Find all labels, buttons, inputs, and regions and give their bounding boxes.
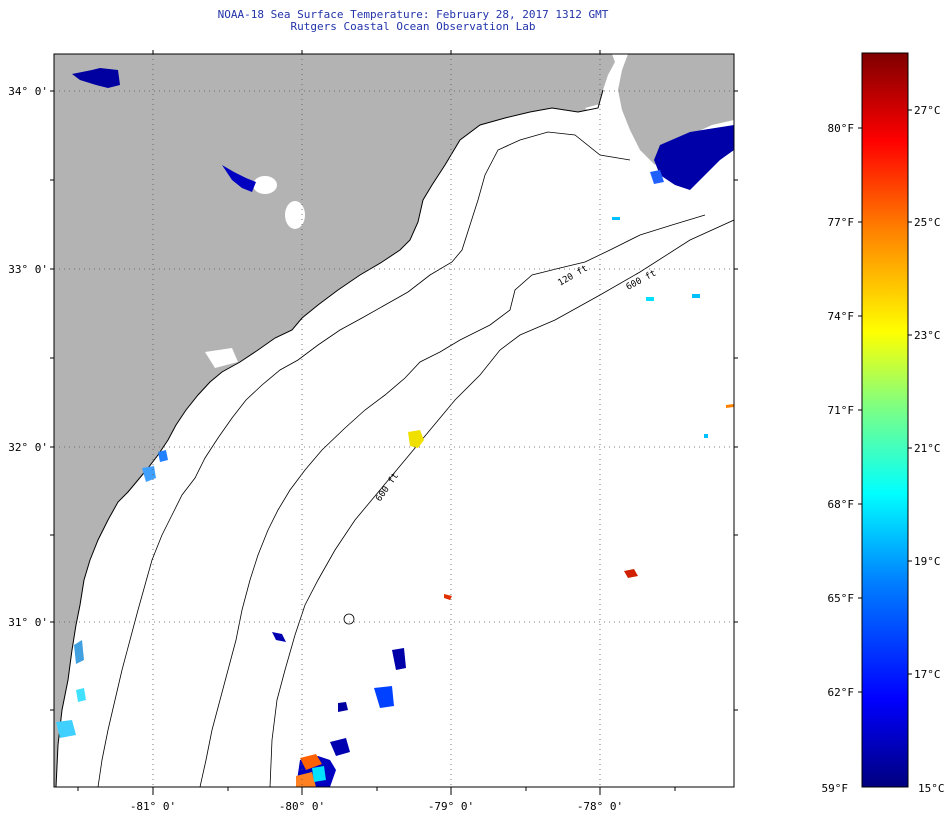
sst-observations <box>56 68 734 787</box>
colorbar-c-label: 19°C <box>914 555 941 568</box>
sst-patch <box>704 434 708 438</box>
sst-patch <box>726 404 734 408</box>
colorbar-f-label: 59°F <box>822 782 849 795</box>
colorbar-f-label: 80°F <box>828 122 855 135</box>
sst-patch <box>56 720 76 738</box>
longitude-label: -78° 0' <box>577 800 623 813</box>
land-cape-fear <box>618 54 734 165</box>
sst-patch <box>312 766 326 782</box>
sst-patch <box>74 640 84 664</box>
colorbar-c-label: 25°C <box>914 216 941 229</box>
inland-lake <box>585 104 606 118</box>
latitude-label: 32° 0' <box>8 441 48 454</box>
contour-120ft <box>97 131 631 787</box>
sst-patch <box>76 688 86 702</box>
sst-patch <box>330 738 350 756</box>
contour-seamount <box>343 613 355 625</box>
land-mass <box>54 54 615 787</box>
sst-patch <box>158 450 168 462</box>
colorbar-f-label: 68°F <box>828 498 855 511</box>
sst-patch <box>300 754 322 770</box>
colorbar-f-label: 62°F <box>828 686 855 699</box>
colorbar-c-label: 15°C <box>918 782 944 795</box>
latitude-label: 31° 0' <box>8 616 48 629</box>
sst-patch <box>444 594 452 600</box>
sst-patch <box>612 217 620 220</box>
colorbar-ticks <box>858 109 912 693</box>
contour-600ft-inner <box>199 214 706 787</box>
longitude-label: -80° 0' <box>279 800 325 813</box>
colorbar-c-label: 27°C <box>914 104 941 117</box>
map-subtitle: Rutgers Coastal Ocean Observation Lab <box>290 20 536 33</box>
sst-patch <box>296 772 316 787</box>
map-title: NOAA-18 Sea Surface Temperature: Februar… <box>217 8 609 21</box>
inland-lake <box>205 348 238 368</box>
coastline <box>55 89 604 787</box>
colorbar-c-label: 17°C <box>914 668 941 681</box>
latitude-label: 33° 0' <box>8 263 48 276</box>
colorbar-f-label: 65°F <box>828 592 855 605</box>
sst-patch <box>408 430 424 448</box>
sst-patch <box>392 648 406 670</box>
colorbar-f-label: 77°F <box>828 216 855 229</box>
axis-ticks <box>50 50 738 795</box>
colorbar <box>861 52 909 788</box>
inland-lake <box>285 201 305 229</box>
sst-patch <box>654 125 734 190</box>
sst-patch <box>222 165 256 192</box>
sst-patch <box>72 68 120 88</box>
graticule <box>54 54 734 787</box>
sst-patch <box>646 297 654 301</box>
contour-600ft-outer <box>269 219 734 787</box>
latitude-label: 34° 0' <box>8 85 48 98</box>
sst-patch <box>692 294 700 298</box>
sst-patch <box>338 702 348 712</box>
sst-patch <box>650 170 664 184</box>
longitude-label: -79° 0' <box>428 800 474 813</box>
sst-patch <box>272 632 286 642</box>
longitude-label: -81° 0' <box>130 800 176 813</box>
map-frame <box>53 53 735 788</box>
sst-patch <box>624 569 638 578</box>
sst-patch <box>374 686 394 708</box>
colorbar-c-label: 23°C <box>914 329 941 342</box>
inland-lake <box>253 176 277 194</box>
colorbar-f-label: 71°F <box>828 404 855 417</box>
colorbar-f-label: 74°F <box>828 310 855 323</box>
sst-patch <box>142 466 156 482</box>
colorbar-c-label: 21°C <box>914 442 941 455</box>
